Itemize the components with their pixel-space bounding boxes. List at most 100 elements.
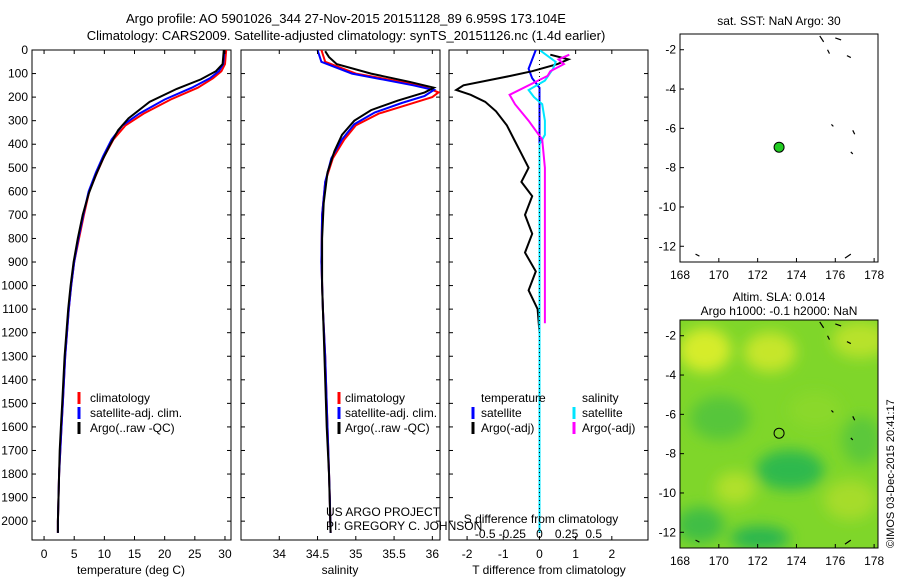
island-coastline [830,123,834,127]
x-tick-label: -1 [498,547,509,561]
temperature-profiles [56,50,228,533]
x-tick-label: 2 [608,547,615,561]
legend-label-argo: Argo(..raw -QC) [345,421,430,435]
depth-tick-label: 0 [21,43,28,57]
island-coastline [819,35,825,43]
series-line-argo-raw-qc- [56,50,225,533]
depth-tick-label: 1300 [1,349,28,363]
island-coastline [850,151,854,155]
salinity-legend: climatology satellite-adj. clim. Argo(..… [337,391,437,435]
sla-map-title: Altim. SLA: 0.014 [733,290,826,304]
legend-label-climatology: climatology [345,391,405,405]
legend-label-climatology: climatology [90,391,150,405]
island-coastline [852,416,856,421]
map-y-tick-label: -4 [665,82,676,96]
map-x-tick-label: 170 [709,554,729,568]
t-difference-axis-label: T difference from climatology [472,563,626,577]
series-line-argo-raw-qc- [321,50,437,533]
depth-tick-label: 500 [8,161,28,175]
depth-tick-label: 1600 [1,420,28,434]
depth-tick-label: 1400 [1,373,28,387]
x-tick-label: 34 [273,547,287,561]
sla-map-subtitle: Argo h1000: -0.1 h2000: NaN [701,304,858,318]
depth-tick-label: 2000 [1,514,28,528]
depth-axis-labels: 0 100 200 300 400 500 600 700 800 900 1000 1100 1200… [1,43,28,528]
sst-map-y-ticks: -2 -4 -6 -8 -10 -12 [659,43,684,253]
map-y-tick-label: -12 [659,525,677,539]
project-pi: PI: GREGORY C. JOHNSON [326,519,482,533]
island-coastline [844,253,852,259]
sst-map-frame [679,33,879,263]
salinity-panel-frame [240,49,441,541]
x-tick-label: -2 [462,547,473,561]
depth-tick-label: 300 [8,114,28,128]
series-line-salinity-argo-adj- [508,53,570,324]
x-tick-label: 34.5 [306,547,330,561]
salinity-x-tick-label: 0 [536,527,543,541]
x-tick-label: 20 [158,547,172,561]
x-tick-label: 15 [128,547,142,561]
map-y-tick-label: -4 [665,368,676,382]
x-tick-label: 0 [41,547,48,561]
salinity-x-tick-label: -0.5 [475,527,496,541]
temperature-panel-frame [31,49,232,541]
map-x-tick-label: 168 [670,554,690,568]
legend-label-temp-satellite: satellite [481,406,522,420]
map-y-tick-label: -10 [659,200,677,214]
depth-tick-label: 700 [8,208,28,222]
legend-label-sal-argo: Argo(-adj) [582,421,635,435]
legend-label-temp-argo: Argo(-adj) [481,421,534,435]
island-coastline [826,335,831,340]
sla-map-coastline [695,321,856,545]
salinity-x-tick-label: 0.5 [585,527,602,541]
map-y-tick-label: -6 [665,407,676,421]
header-line2: Climatology: CARS2009. Satellite-adjuste… [87,28,606,43]
x-tick-label: 35.5 [382,547,406,561]
island-coastline [835,323,842,327]
map-y-tick-label: -8 [665,161,676,175]
depth-tick-label: 100 [8,67,28,81]
salinity-x-ticks: 34 34.5 35 35.5 36 [273,50,439,561]
series-line-salinity-satellite [527,50,557,533]
header-line1: Argo profile: AO 5901026_344 27-Nov-2015… [126,11,566,26]
s-difference-axis-label: S difference from climatology [464,512,619,526]
legend-label-satellite: satellite-adj. clim. [90,406,182,420]
map-x-tick-label: 178 [864,554,884,568]
map-y-tick-label: -10 [659,486,677,500]
island-coastline [819,321,825,329]
map-x-tick-label: 174 [786,554,806,568]
depth-tick-label: 600 [8,184,28,198]
temperature-x-ticks: 0 5 10 15 20 25 30 [41,50,232,561]
depth-tick-label: 1900 [1,491,28,505]
difference-profiles [453,50,572,540]
sst-map-float-marker [773,141,785,153]
legend-title-salinity: salinity [582,391,619,405]
depth-tick-label: 200 [8,90,28,104]
island-coastline [695,539,700,543]
island-coastline [844,539,852,545]
depth-tick-label: 1000 [1,279,28,293]
map-y-tick-label: -2 [665,43,676,57]
sla-map-float-marker [773,427,785,439]
island-coastline [852,130,856,135]
salinity-profiles [316,50,440,533]
sst-map-title: sat. SST: NaN Argo: 30 [717,14,841,28]
legend-label-sal-satellite: satellite [582,406,623,420]
depth-tick-label: 1200 [1,326,28,340]
map-x-tick-label: 170 [709,268,729,282]
depth-tick-label: 900 [8,255,28,269]
imos-stamp: ©IMOS 03-Dec-2015 20:41:17 [885,399,897,548]
x-tick-label: 25 [188,547,202,561]
map-y-tick-label: -8 [665,447,676,461]
difference-x-ticks: -2 -1 0 1 2 [462,50,615,561]
sla-map-field [680,320,878,548]
legend-label-satellite: satellite-adj. clim. [345,406,437,420]
depth-tick-label: 1100 [2,302,28,316]
series-line-climatology [320,50,440,533]
salinity-axis-label: salinity [322,563,359,577]
salinity-difference-x-ticks: -0.5 -0.25 0 0.25 0.5 [475,527,603,541]
island-coastline [826,49,831,54]
island-coastline [830,409,834,413]
legend-label-argo: Argo(..raw -QC) [90,421,175,435]
depth-tick-label: 400 [8,137,28,151]
